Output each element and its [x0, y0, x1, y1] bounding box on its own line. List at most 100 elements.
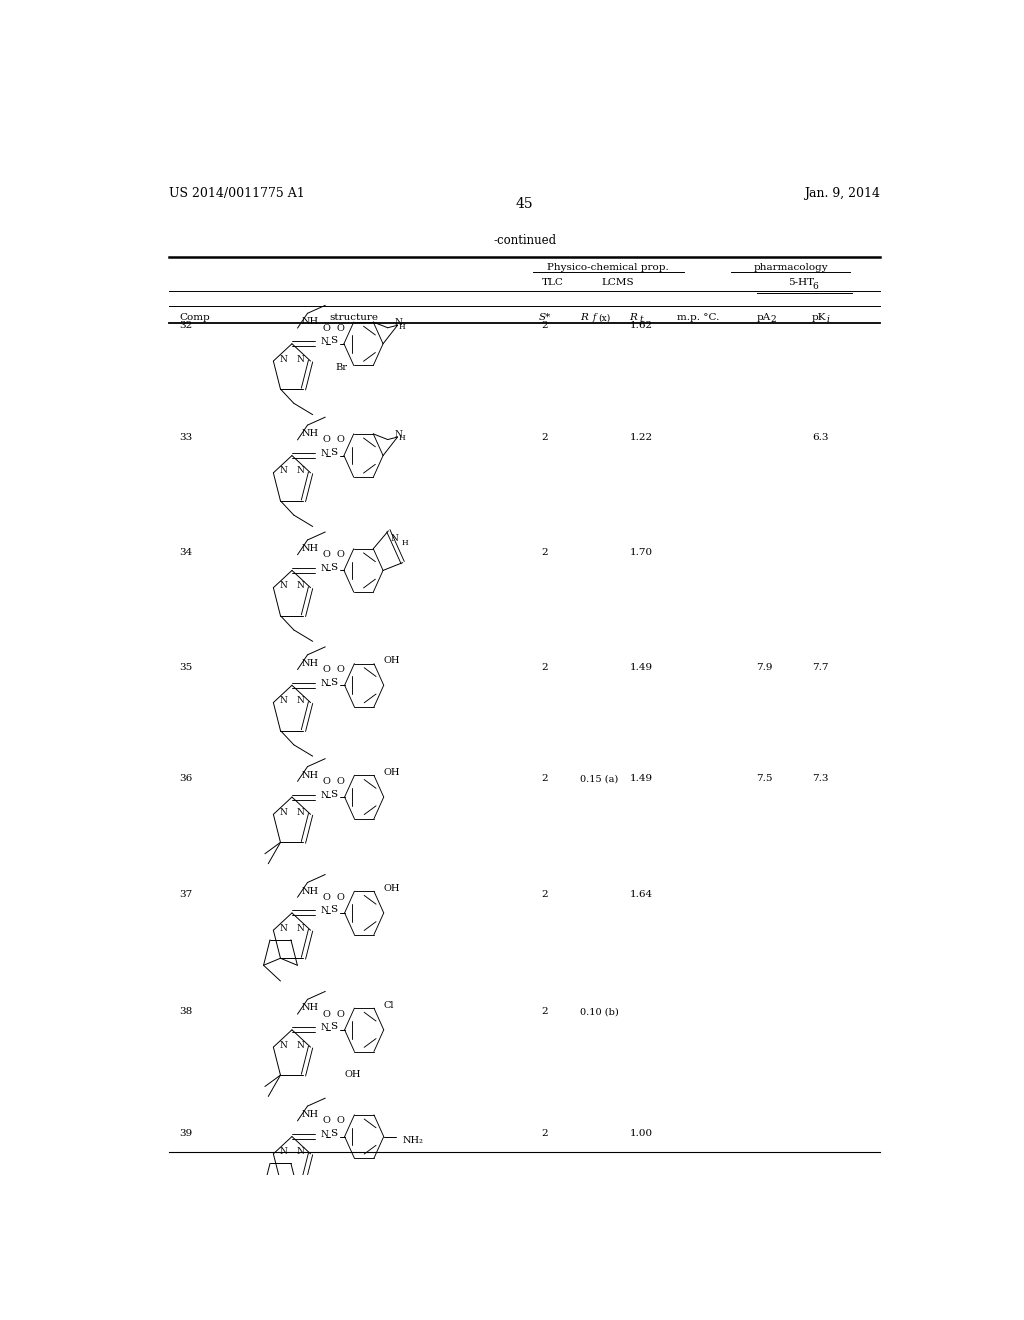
Text: 7.3: 7.3: [812, 775, 828, 783]
Text: O: O: [323, 777, 331, 785]
Text: i: i: [826, 315, 829, 323]
Text: 33: 33: [179, 433, 193, 442]
Text: 1.49: 1.49: [630, 775, 652, 783]
Text: 1.62: 1.62: [630, 321, 652, 330]
Text: OH: OH: [383, 768, 400, 777]
Text: S: S: [330, 447, 337, 457]
Text: O: O: [337, 665, 344, 675]
Text: N: N: [321, 678, 329, 688]
Text: N: N: [296, 1147, 304, 1156]
Text: N: N: [321, 1130, 329, 1139]
Text: Comp: Comp: [179, 313, 210, 322]
Text: N: N: [296, 696, 304, 705]
Text: N: N: [321, 907, 329, 915]
Text: N: N: [280, 808, 288, 817]
Text: 0.15 (a): 0.15 (a): [581, 775, 618, 783]
Text: 2: 2: [542, 775, 548, 783]
Text: 39: 39: [179, 1129, 193, 1138]
Text: Physico-chemical prop.: Physico-chemical prop.: [547, 263, 669, 272]
Text: N: N: [296, 808, 304, 817]
Text: N: N: [296, 355, 304, 363]
Text: t: t: [640, 315, 643, 323]
Text: O: O: [337, 436, 344, 445]
Text: 1.49: 1.49: [630, 663, 652, 672]
Text: Cl: Cl: [383, 1001, 394, 1010]
Text: -continued: -continued: [494, 234, 556, 247]
Text: H: H: [398, 322, 404, 330]
Text: OH: OH: [383, 656, 400, 665]
Text: pK: pK: [812, 313, 826, 322]
Text: US 2014/0011775 A1: US 2014/0011775 A1: [169, 187, 305, 199]
Text: S: S: [330, 1129, 337, 1138]
Text: O: O: [337, 550, 344, 560]
Text: O: O: [337, 1010, 344, 1019]
Text: N: N: [296, 924, 304, 933]
Text: TLC: TLC: [542, 279, 563, 288]
Text: N: N: [321, 1023, 329, 1032]
Text: 1.00: 1.00: [630, 1129, 652, 1138]
Text: Jan. 9, 2014: Jan. 9, 2014: [804, 187, 881, 199]
Text: 2: 2: [542, 890, 548, 899]
Text: S: S: [330, 789, 337, 799]
Text: 38: 38: [179, 1007, 193, 1016]
Text: O: O: [323, 1010, 331, 1019]
Text: LCMS: LCMS: [601, 279, 634, 288]
Text: R: R: [630, 313, 637, 322]
Text: R: R: [581, 313, 588, 322]
Text: N: N: [280, 696, 288, 705]
Text: 6.3: 6.3: [812, 433, 828, 442]
Text: 1.22: 1.22: [630, 433, 652, 442]
Text: N: N: [280, 581, 288, 590]
Text: N: N: [321, 337, 329, 346]
Text: O: O: [337, 892, 344, 902]
Text: O: O: [323, 665, 331, 675]
Text: N: N: [390, 535, 398, 544]
Text: O: O: [323, 436, 331, 445]
Text: 37: 37: [179, 890, 193, 899]
Text: 2: 2: [542, 1007, 548, 1016]
Text: N: N: [321, 791, 329, 800]
Text: S: S: [330, 562, 337, 572]
Text: S*: S*: [539, 313, 551, 322]
Text: pA: pA: [757, 313, 771, 322]
Text: NH: NH: [301, 317, 318, 326]
Text: O: O: [337, 1117, 344, 1126]
Text: 1.70: 1.70: [630, 548, 652, 557]
Text: O: O: [337, 323, 344, 333]
Text: 7.9: 7.9: [757, 663, 773, 672]
Text: NH: NH: [301, 1110, 318, 1119]
Text: 35: 35: [179, 663, 193, 672]
Text: H: H: [398, 434, 404, 442]
Text: 2: 2: [542, 321, 548, 330]
Text: NH: NH: [301, 887, 318, 895]
Text: O: O: [323, 1117, 331, 1126]
Text: (x): (x): [598, 314, 610, 323]
Text: 7.7: 7.7: [812, 663, 828, 672]
Text: N: N: [394, 429, 402, 438]
Text: N: N: [280, 1040, 288, 1049]
Text: N: N: [280, 355, 288, 363]
Text: f: f: [592, 313, 596, 322]
Text: 5-HT: 5-HT: [788, 279, 814, 288]
Text: O: O: [323, 892, 331, 902]
Text: N: N: [280, 924, 288, 933]
Text: N: N: [321, 449, 329, 458]
Text: 6: 6: [812, 282, 818, 292]
Text: 36: 36: [179, 775, 193, 783]
Text: 34: 34: [179, 548, 193, 557]
Text: 2: 2: [542, 1129, 548, 1138]
Text: 2: 2: [771, 315, 776, 323]
Text: 45: 45: [516, 197, 534, 211]
Text: Br: Br: [336, 363, 348, 372]
Text: N: N: [280, 466, 288, 475]
Text: S: S: [330, 337, 337, 346]
Text: 32: 32: [179, 321, 193, 330]
Text: 0.10 (b): 0.10 (b): [581, 1007, 620, 1016]
Text: S: S: [330, 1022, 337, 1031]
Text: H: H: [401, 540, 408, 548]
Text: 7.5: 7.5: [757, 775, 773, 783]
Text: NH: NH: [301, 544, 318, 553]
Text: N: N: [296, 466, 304, 475]
Text: NH: NH: [301, 659, 318, 668]
Text: S: S: [330, 906, 337, 915]
